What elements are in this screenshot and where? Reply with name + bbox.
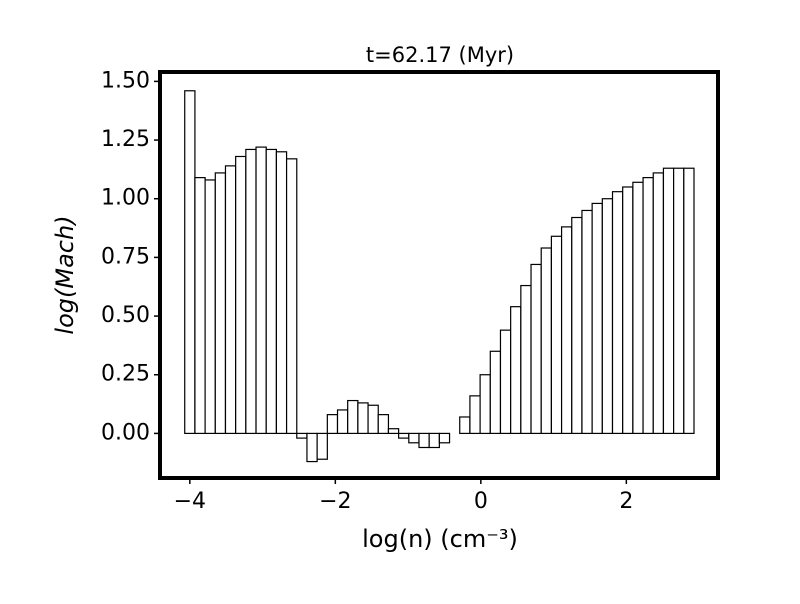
x-axis-label: log(n) (cm⁻³) (362, 525, 518, 553)
bar (510, 306, 522, 435)
bar (194, 177, 206, 435)
y-tick-label: 0.50 (101, 303, 150, 328)
chart-title: t=62.17 (Myr) (366, 43, 514, 67)
bar (204, 179, 216, 435)
bar (530, 263, 542, 435)
bar (673, 167, 685, 435)
bar (459, 416, 471, 435)
bar (550, 235, 563, 435)
bar (275, 151, 288, 435)
bar (347, 399, 359, 435)
plot-frame (158, 70, 720, 480)
bar (326, 414, 339, 435)
y-tick-label: 0.00 (101, 420, 150, 445)
y-tick-label: 1.25 (101, 127, 150, 152)
bar (367, 404, 379, 435)
x-tick-label: −4 (174, 489, 206, 514)
bar (285, 158, 298, 435)
bar (265, 148, 278, 435)
bar (683, 167, 695, 435)
bar (438, 432, 451, 444)
bar (255, 146, 267, 435)
y-tick-label: 1.50 (101, 68, 150, 93)
bar (560, 226, 573, 435)
bar (377, 414, 390, 435)
bar (296, 432, 308, 439)
bar (387, 428, 400, 435)
bar (499, 329, 512, 435)
bar (408, 432, 420, 444)
x-tick-label: −2 (319, 489, 351, 514)
bar (520, 284, 532, 435)
bar (398, 432, 410, 439)
bar (418, 432, 430, 449)
bar (622, 186, 634, 435)
bar (306, 432, 318, 463)
bar (601, 198, 614, 435)
bar (489, 350, 502, 435)
bar (642, 177, 654, 435)
bar (316, 432, 328, 460)
bar (245, 148, 257, 435)
x-tick-label: 0 (474, 489, 488, 514)
bar (571, 216, 583, 435)
x-tick-label: 2 (619, 489, 633, 514)
bar (662, 167, 675, 435)
bar (224, 165, 237, 435)
y-tick-label: 1.00 (101, 186, 150, 211)
bar (469, 395, 481, 435)
y-tick-label: 0.75 (101, 244, 150, 269)
bar (336, 409, 349, 435)
bar (184, 90, 196, 435)
bar (479, 374, 491, 435)
y-tick-label: 0.25 (101, 362, 150, 387)
bar (214, 172, 227, 435)
bar (357, 402, 369, 435)
bar (581, 209, 593, 435)
y-axis-label: log(Mach) (51, 215, 79, 334)
bar (611, 191, 624, 435)
bar (632, 181, 644, 435)
bar (591, 202, 603, 435)
bar (428, 432, 440, 449)
bar (652, 172, 665, 435)
bar (540, 247, 553, 435)
bar (235, 155, 247, 435)
